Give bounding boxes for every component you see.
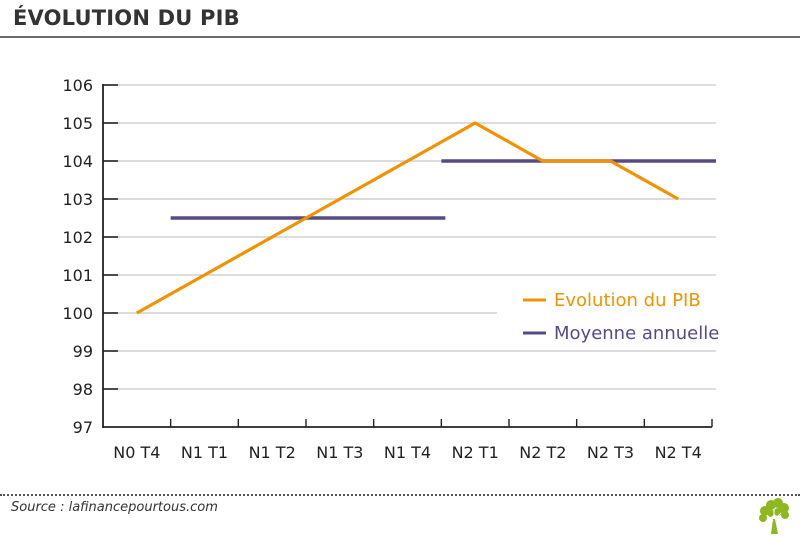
y-tick-label: 103 <box>62 190 93 209</box>
logo-leaf <box>781 511 789 519</box>
x-tick-label: N2 T3 <box>587 443 634 462</box>
x-tick-label: N1 T1 <box>181 443 228 462</box>
logo-leaf <box>774 508 782 516</box>
logo-branches <box>766 509 782 522</box>
y-tick-label: 98 <box>73 380 93 399</box>
y-tick-label: 104 <box>62 152 93 171</box>
page-title: ÉVOLUTION DU PIB <box>13 6 240 30</box>
legend-label-1: Moyenne annuelle <box>554 323 719 344</box>
y-tick-label: 100 <box>62 304 93 323</box>
source-credit: Source : lafinancepourtous.com <box>11 500 218 515</box>
y-tick-label: 99 <box>73 342 93 361</box>
logo-leaf <box>759 514 767 522</box>
legend: Evolution du PIB Moyenne annuelle <box>523 290 719 344</box>
y-axis: 97 98 99 100 101 102 103 104 105 106 <box>62 76 118 437</box>
y-tick-label: 102 <box>62 228 93 247</box>
x-tick-label: N2 T2 <box>519 443 566 462</box>
gdp-chart: 97 98 99 100 101 102 103 104 105 106 N0 T4 N1 T1 N1… <box>62 76 719 462</box>
y-tick-label: 105 <box>62 114 93 133</box>
logo-trunk <box>771 519 778 534</box>
x-tick-label: N2 T4 <box>655 443 702 462</box>
x-tick-label: N1 T3 <box>316 443 363 462</box>
logo-leaf <box>766 509 774 517</box>
x-axis: N0 T4 N1 T1 N1 T2 N1 T3 N1 T4 N2 T1 N2 T2 N2 T3… <box>103 419 713 462</box>
x-tick-label: N1 T4 <box>384 443 431 462</box>
y-tick-label: 101 <box>62 266 93 285</box>
x-tick-label: N0 T4 <box>113 443 160 462</box>
x-tick-label: N2 T1 <box>452 443 499 462</box>
y-tick-label: 97 <box>73 418 93 437</box>
x-tick-label: N1 T2 <box>249 443 296 462</box>
footer-divider <box>0 494 800 496</box>
y-tick-label: 106 <box>62 76 93 95</box>
tree-icon <box>759 498 789 534</box>
title-divider <box>0 36 800 38</box>
series-layer <box>136 121 716 315</box>
legend-label-0: Evolution du PIB <box>554 290 701 311</box>
